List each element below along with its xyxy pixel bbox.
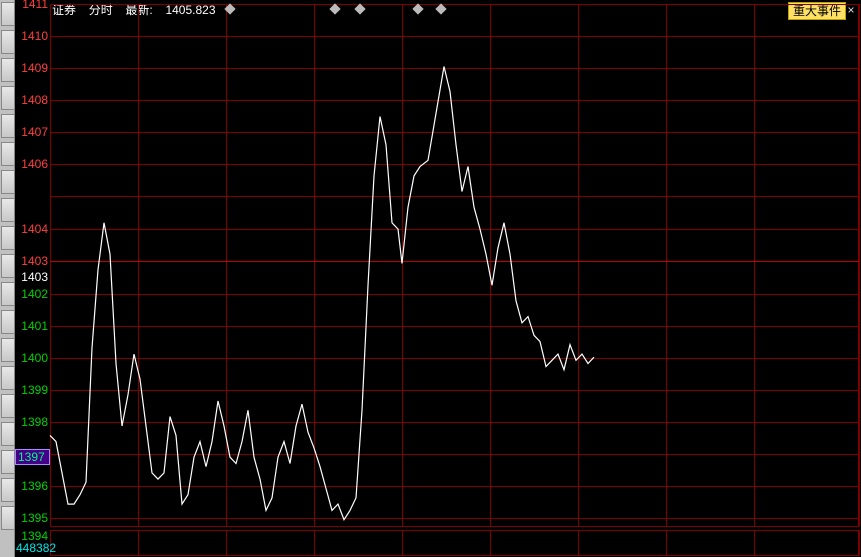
y-tick-label: 1395: [16, 511, 48, 525]
y-axis-highlight-value: 1397: [18, 450, 45, 464]
y-tick-label: 1403: [16, 254, 48, 268]
price-line: [50, 67, 594, 520]
y-tick-label: 1410: [16, 29, 48, 43]
y-tick-label: 1401: [16, 319, 48, 333]
y-tick-label: 1400: [16, 351, 48, 365]
y-tick-label: 1402: [16, 287, 48, 301]
y-tick-label: 1409: [16, 61, 48, 75]
price-chart[interactable]: [0, 0, 861, 557]
y-tick-label: 1404: [16, 222, 48, 236]
y-tick-label-mid: 1403: [16, 270, 48, 284]
volume-axis-label: 448382: [16, 541, 56, 555]
y-axis-highlight-box: 1397: [15, 449, 50, 465]
stage: 证券 分时 最新: 1405.823 重大事件 × 14111410140914…: [0, 0, 861, 557]
y-tick-label: 1399: [16, 383, 48, 397]
y-tick-label: 1407: [16, 125, 48, 139]
y-tick-label: 1411: [16, 0, 48, 11]
y-tick-label: 1396: [16, 479, 48, 493]
y-tick-label: 1398: [16, 415, 48, 429]
y-tick-label: 1408: [16, 93, 48, 107]
y-tick-label: 1406: [16, 157, 48, 171]
